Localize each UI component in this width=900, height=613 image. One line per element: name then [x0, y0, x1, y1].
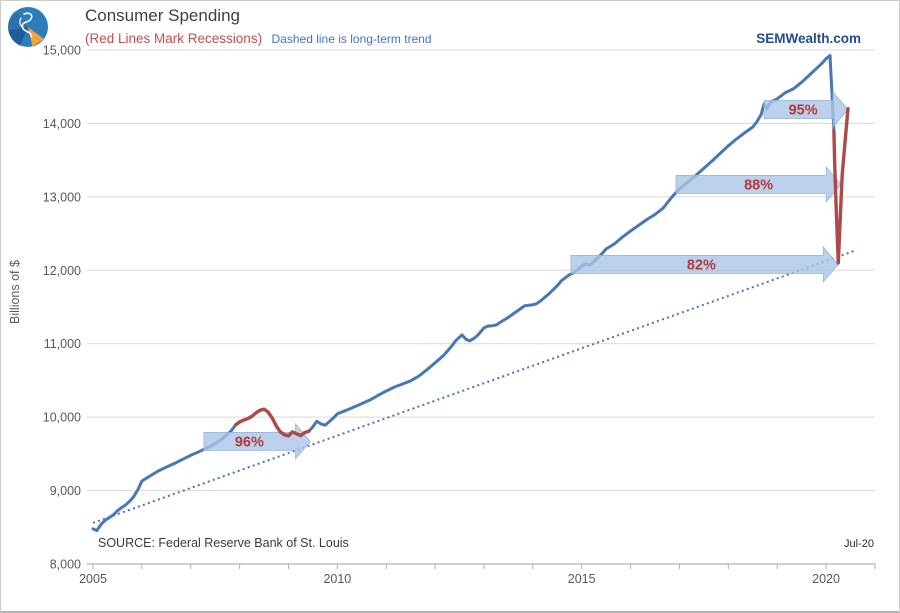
sem-logo	[7, 5, 49, 49]
y-axis-title: Billions of $	[8, 260, 22, 324]
arrow-label-96%: 96%	[235, 434, 264, 450]
y-tick-label-12000: 12,000	[43, 264, 81, 278]
x-tick-label-2005: 2005	[79, 572, 107, 586]
sem-logo-icon	[8, 7, 48, 47]
chart-title: Consumer Spending	[85, 6, 240, 25]
y-tick-label-8000: 8,000	[50, 558, 81, 572]
retracement-arrow-95%	[763, 91, 849, 128]
subtitle-recessions: (Red Lines Mark Recessions)	[85, 31, 263, 46]
y-tick-label-13000: 13,000	[43, 190, 81, 204]
y-tick-label-9000: 9,000	[50, 484, 81, 498]
y-tick-label-11000: 11,000	[44, 337, 81, 351]
x-tick-label-2010: 2010	[323, 572, 351, 586]
y-tick-label-15000: 15,000	[43, 44, 81, 58]
recession-2008-2009	[234, 407, 311, 438]
trend-line	[92, 249, 856, 524]
chart-header: Consumer Spending (Red Lines Mark Recess…	[85, 6, 432, 48]
arrow-label-82%: 82%	[687, 257, 716, 273]
x-tick-label-2015: 2015	[568, 572, 596, 586]
arrow-label-88%: 88%	[744, 177, 773, 193]
x-tick-label-2020: 2020	[812, 572, 840, 586]
y-tick-label-14000: 14,000	[43, 117, 81, 131]
retracement-arrow-88%	[675, 165, 842, 203]
recession-2020	[832, 107, 850, 265]
consumer-spending-2009-2020	[307, 54, 836, 433]
y-tick-label-10000: 10,000	[43, 411, 81, 425]
last-point-label: Jul-20	[844, 538, 874, 550]
chart-subtitle: (Red Lines Mark Recessions) Dashed line …	[85, 30, 432, 48]
subtitle-trend: Dashed line is long-term trend	[271, 32, 432, 46]
arrow-label-95%: 95%	[789, 102, 818, 118]
retracement-arrow-82%	[570, 245, 839, 283]
source-note: SOURCE: Federal Reserve Bank of St. Loui…	[98, 536, 349, 550]
website-link[interactable]: SEMWealth.com	[756, 31, 861, 46]
